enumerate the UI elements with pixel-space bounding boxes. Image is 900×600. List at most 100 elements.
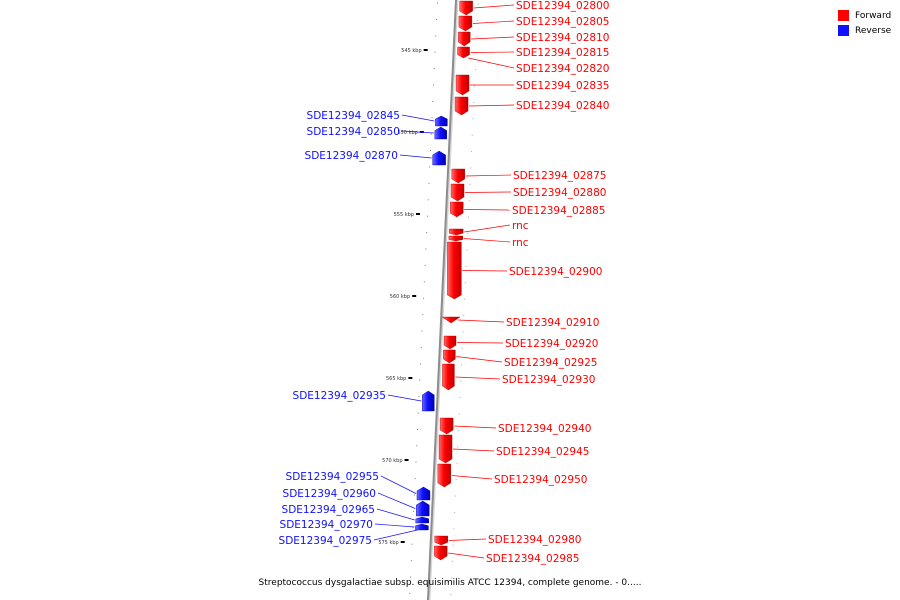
gene-leader-line <box>453 448 495 452</box>
gene-leader-line <box>472 20 515 24</box>
gene-label[interactable]: SDE12394_02835 <box>516 80 609 92</box>
gene-label[interactable]: SDE12394_02800 <box>516 0 609 12</box>
gene-label[interactable]: SDE12394_02845 <box>307 110 400 122</box>
major-tick <box>416 213 421 215</box>
gene-glyph[interactable] <box>451 168 465 184</box>
legend-reverse-label: Reverse <box>855 25 892 36</box>
gene-glyph[interactable] <box>457 31 471 47</box>
gene-label[interactable]: SDE12394_02820 <box>516 63 609 75</box>
gene-label[interactable]: SDE12394_02880 <box>513 187 606 199</box>
gene-label[interactable]: SDE12394_02960 <box>283 488 376 500</box>
major-tick <box>400 541 405 543</box>
gene-glyph[interactable] <box>422 390 435 412</box>
gene-label[interactable]: SDE12394_02875 <box>513 170 606 182</box>
gene-glyph[interactable] <box>448 228 464 236</box>
gene-label[interactable]: rnc <box>512 237 529 249</box>
gene-label[interactable]: SDE12394_02815 <box>516 47 609 59</box>
gene-label[interactable]: SDE12394_02970 <box>280 519 373 531</box>
gene-label[interactable]: SDE12394_02885 <box>512 205 605 217</box>
tick-label: 570 kbp <box>382 458 402 464</box>
gene-label[interactable]: SDE12394_02920 <box>505 338 598 350</box>
genome-caption: Streptococcus dysgalactiae subsp. equisi… <box>258 578 642 588</box>
gene-glyph[interactable] <box>455 74 470 96</box>
gene-glyph[interactable] <box>432 150 446 166</box>
gene-glyph[interactable] <box>415 523 429 531</box>
legend: Forward Reverse <box>838 8 891 38</box>
gene-leader-line <box>448 538 487 541</box>
gene-leader-line <box>373 529 418 541</box>
tick-label: 545 kbp <box>401 48 421 54</box>
gene-glyph[interactable] <box>448 235 464 242</box>
tick-label: 575 kbp <box>378 540 398 546</box>
gene-leader-line <box>473 4 515 9</box>
gene-label[interactable]: SDE12394_02840 <box>516 100 609 112</box>
gene-glyph[interactable] <box>447 241 462 300</box>
gene-glyph[interactable] <box>435 115 448 127</box>
gene-label[interactable]: SDE12394_02910 <box>506 317 599 329</box>
gene-label[interactable]: SDE12394_02925 <box>504 357 597 369</box>
gene-glyph[interactable] <box>441 316 461 324</box>
gene-label[interactable]: SDE12394_02955 <box>286 471 379 483</box>
legend-forward-label: Forward <box>855 10 892 21</box>
major-tick <box>423 49 428 51</box>
gene-label[interactable]: SDE12394_02965 <box>282 504 375 516</box>
gene-glyph[interactable] <box>416 500 430 517</box>
tick-label: 565 kbp <box>386 376 406 382</box>
gene-leader-line <box>465 191 512 193</box>
major-tick <box>404 459 409 461</box>
gene-glyph[interactable] <box>458 15 473 32</box>
gene-leader-line <box>457 342 504 344</box>
gene-label[interactable]: SDE12394_02805 <box>516 16 609 28</box>
gene-leader-line <box>471 36 515 40</box>
gene-leader-line <box>401 114 435 122</box>
gene-leader-line <box>469 104 515 107</box>
major-tick <box>408 377 413 379</box>
gene-label[interactable]: SDE12394_02985 <box>486 553 579 565</box>
gene-label[interactable]: SDE12394_02940 <box>498 423 591 435</box>
gene-leader-line <box>464 209 511 211</box>
gene-glyph[interactable] <box>437 463 452 488</box>
gene-label[interactable]: SDE12394_02950 <box>494 474 587 486</box>
reverse-swatch <box>838 25 849 36</box>
gene-glyph[interactable] <box>443 335 457 350</box>
gene-leader-line <box>377 492 416 509</box>
gene-label[interactable]: SDE12394_02870 <box>305 150 398 162</box>
gene-glyph[interactable] <box>457 46 470 59</box>
gene-glyph[interactable] <box>450 183 465 202</box>
gene-leader-line <box>454 425 497 429</box>
gene-glyph[interactable] <box>450 201 464 218</box>
gene-glyph[interactable] <box>442 363 455 391</box>
gene-glyph[interactable] <box>415 516 429 524</box>
backbone-line <box>427 0 457 600</box>
gene-glyph[interactable] <box>439 417 454 435</box>
gene-leader-line <box>470 51 515 53</box>
gene-glyph[interactable] <box>459 0 473 16</box>
legend-item-reverse: Reverse <box>838 23 891 38</box>
gene-leader-line <box>458 319 505 323</box>
gene-label[interactable]: SDE12394_02850 <box>307 126 400 138</box>
gene-label[interactable]: SDE12394_02900 <box>509 266 602 278</box>
tick-label: 555 kbp <box>394 212 414 218</box>
gene-glyph[interactable] <box>438 434 453 464</box>
gene-label[interactable]: SDE12394_02945 <box>496 446 589 458</box>
gene-label[interactable]: SDE12394_02930 <box>502 374 595 386</box>
gene-glyph[interactable] <box>454 96 469 116</box>
gene-glyph[interactable] <box>443 349 456 364</box>
gene-labels: SDE12394_02800 SDE12394_02805 SDE12394_028… <box>279 0 610 565</box>
gene-label[interactable]: SDE12394_02980 <box>488 534 581 546</box>
forward-swatch <box>838 10 849 21</box>
gene-label[interactable]: SDE12394_02810 <box>516 32 609 44</box>
gene-leader-line <box>463 238 511 243</box>
gene-glyph[interactable] <box>434 535 448 546</box>
gene-glyph[interactable] <box>434 126 447 140</box>
gene-label[interactable]: rnc <box>512 220 529 232</box>
gene-leader-line <box>451 475 493 480</box>
gene-glyph[interactable] <box>433 545 448 561</box>
gene-leader-line <box>376 508 415 521</box>
gene-leader-line <box>468 57 515 69</box>
gene-glyph[interactable] <box>416 486 431 501</box>
legend-item-forward: Forward <box>838 8 891 23</box>
gene-label[interactable]: SDE12394_02935 <box>293 390 386 402</box>
gene-label[interactable]: SDE12394_02975 <box>279 535 372 547</box>
